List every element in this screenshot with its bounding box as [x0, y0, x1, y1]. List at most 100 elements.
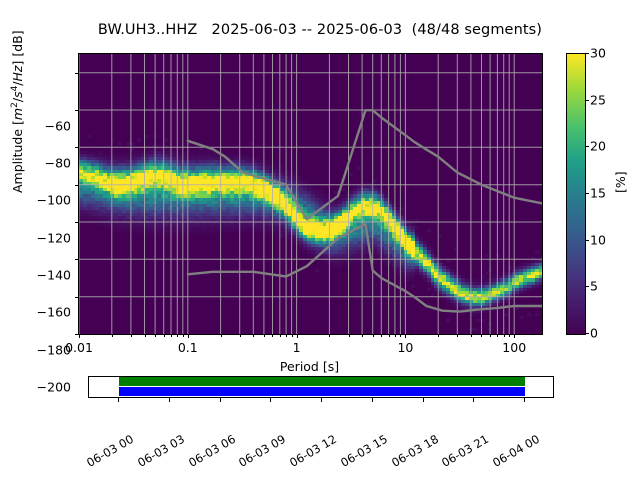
y-axis-tick-label: −60: [44, 118, 71, 134]
colorbar-tick-label: 15: [590, 185, 606, 201]
x-axis-tick: [163, 334, 165, 337]
ppsd-density-heatmap: [79, 54, 542, 334]
colorbar-tick: [585, 239, 589, 241]
timeline-tick: [118, 398, 119, 402]
colorbar-tick-label: 25: [590, 92, 606, 108]
y-axis-tick: [75, 110, 79, 111]
x-axis-tick: [220, 334, 222, 337]
x-axis-tick: [263, 334, 265, 337]
x-axis-tick: [381, 334, 383, 337]
ppsd-plot-area: −60 −80 −100 −120 −140 −160 −180 −200 0.01 0.1 1 10…: [37, 53, 543, 395]
y-axis-tick: [75, 259, 79, 261]
x-axis-tick: [348, 334, 350, 337]
x-axis-tick: [144, 334, 146, 337]
x-axis-tick-label: 0.01: [65, 340, 93, 355]
x-axis-tick-label: 0.1: [177, 340, 198, 355]
x-axis-tick: [388, 334, 390, 337]
y-axis-tick-label: −100: [36, 192, 71, 208]
colorbar-tick: [585, 53, 589, 54]
y-axis-tick: [75, 184, 79, 186]
x-axis-tick: [457, 334, 459, 337]
x-axis-tick: [155, 334, 157, 337]
coverage-bar-data: [119, 387, 525, 396]
figure-title: BW.UH3..HHZ 2025-06-03 -- 2025-06-03 (48…: [97, 22, 543, 38]
x-axis-tick: [481, 334, 483, 337]
colorbar-tick: [585, 286, 589, 288]
x-axis-tick: [239, 334, 241, 337]
y-axis-tick: [75, 334, 79, 335]
timeline-tick: [371, 398, 373, 402]
x-axis-tick: [187, 334, 189, 338]
coverage-timeline: [88, 376, 554, 398]
timeline-tick-label: 06-03 12: [287, 431, 339, 470]
timeline-tick: [219, 398, 221, 402]
x-axis-tick: [400, 334, 402, 337]
x-axis-tick: [79, 334, 80, 338]
x-axis-tick: [372, 334, 374, 337]
colorbar-tick-label: 20: [590, 138, 606, 154]
x-axis-tick: [362, 334, 364, 337]
colorbar-tick-label: 0: [590, 325, 598, 341]
plot-gridlines: [79, 54, 542, 334]
timeline-tick: [321, 398, 322, 402]
timeline-tick-label: 06-03 00: [84, 431, 136, 470]
timeline-tick: [524, 398, 525, 402]
x-axis-tick: [497, 334, 499, 337]
y-axis-tick: [75, 147, 79, 149]
noise-model-curves: [186, 109, 542, 313]
timeline-tick-label: 06-04 00: [490, 431, 542, 470]
colorbar-tick: [585, 333, 589, 334]
timeline-tick-label: 06-03 03: [134, 431, 187, 470]
timeline-tick: [168, 398, 170, 402]
timeline-tick: [270, 398, 272, 402]
x-axis-tick: [296, 334, 298, 338]
x-axis-tick: [329, 334, 331, 337]
x-axis-tick: [272, 334, 274, 337]
y-axis-tick-label: −120: [36, 230, 71, 246]
x-axis-tick-label: 1: [292, 340, 301, 355]
x-axis-tick: [394, 334, 396, 337]
x-axis-title: Period [s]: [279, 359, 340, 374]
x-axis-tick: [490, 334, 492, 337]
y-axis-tick-label: −80: [44, 155, 71, 171]
y-axis-tick: [75, 72, 79, 74]
y-axis-tick-label: −140: [36, 267, 71, 283]
x-axis-tick: [503, 334, 505, 337]
x-axis-tick: [279, 334, 281, 337]
x-axis-tick: [470, 334, 472, 337]
colorbar-tick: [585, 193, 589, 194]
timeline-tick-label: 06-03 09: [236, 431, 289, 470]
x-axis-tick: [111, 334, 113, 337]
timeline-tick-label: 06-03 06: [185, 431, 238, 470]
x-axis-tick: [130, 334, 132, 337]
timeline-tick-label: 06-03 15: [337, 431, 390, 470]
colorbar-title: [%]: [613, 171, 628, 193]
colorbar-tick: [585, 146, 589, 148]
x-axis-tick: [509, 334, 511, 337]
x-axis-tick: [170, 334, 172, 337]
timeline-tick-label: 06-03 21: [439, 431, 492, 470]
y-axis-tick-label: −160: [36, 304, 71, 320]
x-axis-tick: [286, 334, 288, 337]
timeline-tick: [473, 398, 475, 402]
y-axis-tick-label: −200: [36, 379, 71, 395]
x-axis-tick: [405, 334, 407, 338]
x-axis-tick: [182, 334, 184, 337]
x-axis-tick: [253, 334, 255, 337]
x-axis-tick: [291, 334, 293, 337]
colorbar-tick: [585, 99, 589, 101]
colorbar: [566, 53, 586, 335]
colorbar-tick-label: 30: [590, 45, 606, 61]
x-axis-tick-label: 10: [397, 340, 414, 355]
y-axis-tick: [75, 296, 79, 298]
colorbar-tick-label: 5: [590, 278, 598, 294]
colorbar-tick-label: 10: [590, 232, 606, 248]
x-axis-tick-label: 100: [502, 340, 527, 355]
y-axis-tick-label: −180: [36, 342, 71, 358]
timeline-tick: [422, 398, 424, 402]
x-axis-tick: [177, 334, 179, 337]
timeline-tick-label: 06-03 18: [388, 431, 441, 470]
y-axis-tick: [75, 222, 79, 223]
coverage-bar-psd: [119, 377, 525, 386]
